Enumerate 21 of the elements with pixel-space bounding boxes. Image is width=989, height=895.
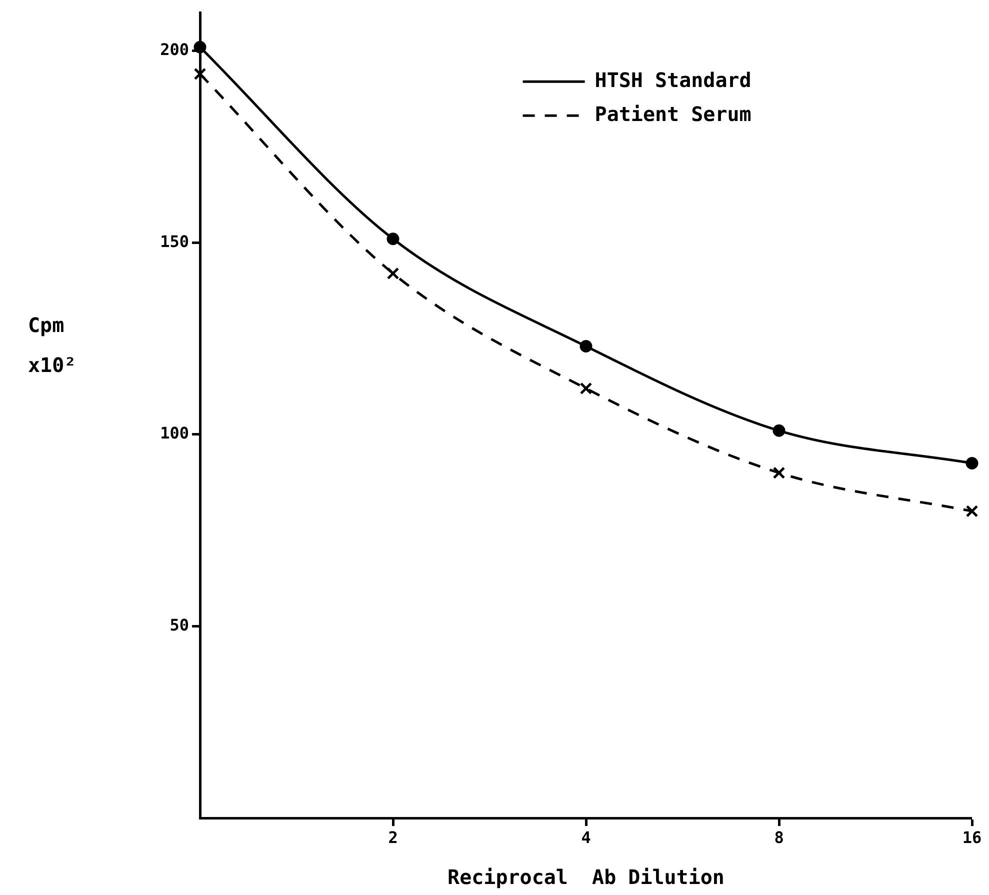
point xyxy=(772,424,786,437)
x-tick-label: 2 xyxy=(388,828,398,847)
point xyxy=(966,504,978,518)
y-tick-label: 200 xyxy=(160,40,189,60)
legend-label: Patient Serum xyxy=(594,102,752,126)
x-tick-label: 16 xyxy=(962,828,982,847)
x-tick-label: 4 xyxy=(581,828,591,847)
point xyxy=(386,232,400,246)
y-tick-label: 100 xyxy=(160,424,189,443)
y-tick-label: 50 xyxy=(170,615,189,634)
y-tick-label: 150 xyxy=(160,232,189,251)
x-axis-title: Reciprocal Ab Dilution xyxy=(448,865,724,890)
point xyxy=(966,456,978,470)
point xyxy=(772,466,786,480)
y-axis-title: Cpm x10² xyxy=(28,312,78,379)
point xyxy=(194,68,206,80)
point xyxy=(580,340,592,353)
x-tick-label: 8 xyxy=(774,828,784,847)
point xyxy=(386,267,400,280)
legend-label: HTSH Standard xyxy=(594,68,752,92)
point xyxy=(580,382,592,395)
